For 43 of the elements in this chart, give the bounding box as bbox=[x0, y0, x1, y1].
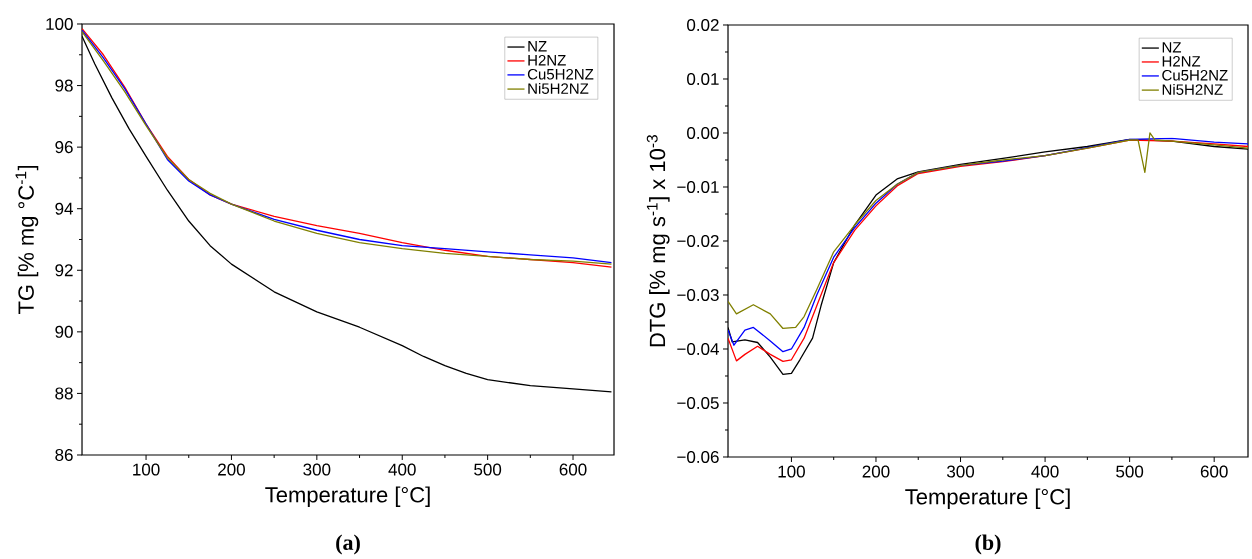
x-axis-title: Temperature [°C] bbox=[905, 488, 1070, 509]
legend-label: H2NZ bbox=[1162, 55, 1201, 67]
x-axis-title: Temperature [°C] bbox=[265, 486, 430, 507]
y-tick-label: 94 bbox=[55, 202, 73, 215]
x-tick-label: 500 bbox=[1116, 465, 1144, 478]
text: (b) bbox=[975, 534, 1001, 555]
x-tick-label: 200 bbox=[862, 465, 890, 478]
x-tick-label: 200 bbox=[218, 463, 245, 476]
y-axis-title: TG [% mg °C$^{-1}$] bbox=[15, 166, 39, 315]
y-tick-label: −0.06 bbox=[677, 450, 719, 464]
text: (a) bbox=[336, 534, 360, 555]
legend-label: NZ bbox=[528, 41, 547, 52]
y-tick-label: 0.01 bbox=[687, 72, 719, 86]
y-tick-label: 100 bbox=[46, 17, 73, 31]
x-tick-label: 600 bbox=[559, 463, 587, 476]
y-tick-label: 90 bbox=[55, 325, 73, 338]
x-tick-label: 300 bbox=[946, 465, 975, 478]
y-tick-label: 0.02 bbox=[687, 18, 719, 32]
x-tick-label: 400 bbox=[1031, 465, 1059, 478]
y-tick-label: 92 bbox=[55, 264, 73, 277]
x-tick-label: 500 bbox=[474, 463, 502, 476]
legend-label: H2NZ bbox=[528, 54, 566, 66]
legend-label: Ni5H2NZ bbox=[1162, 83, 1223, 95]
legend-label: Cu5H2NZ bbox=[527, 68, 594, 80]
y-axis-title: DTG [% mg s$^{-1}$] x 10$^{-3}$ bbox=[646, 135, 670, 347]
y-tick-label: −0.03 bbox=[677, 288, 719, 302]
x-tick-label: 100 bbox=[778, 465, 805, 478]
y-tick-label: −0.05 bbox=[677, 396, 719, 410]
y-tick-label: 86 bbox=[55, 448, 73, 462]
y-tick-label: −0.04 bbox=[677, 342, 719, 356]
legend-label: NZ bbox=[1162, 42, 1182, 53]
x-tick-label: 100 bbox=[133, 463, 160, 476]
y-tick-label: 88 bbox=[55, 387, 73, 400]
y-tick-label: −0.02 bbox=[677, 234, 719, 248]
legend-label: Cu5H2NZ bbox=[1162, 69, 1228, 81]
x-tick-label: 400 bbox=[388, 463, 416, 476]
y-tick-label: 98 bbox=[55, 79, 73, 92]
x-tick-label: 600 bbox=[1200, 465, 1228, 478]
y-tick-label: 0.00 bbox=[687, 126, 719, 140]
y-tick-label: 96 bbox=[55, 141, 73, 154]
x-tick-label: 300 bbox=[303, 463, 331, 476]
y-tick-label: −0.01 bbox=[677, 180, 719, 194]
legend-label: Ni5H2NZ bbox=[528, 82, 589, 94]
